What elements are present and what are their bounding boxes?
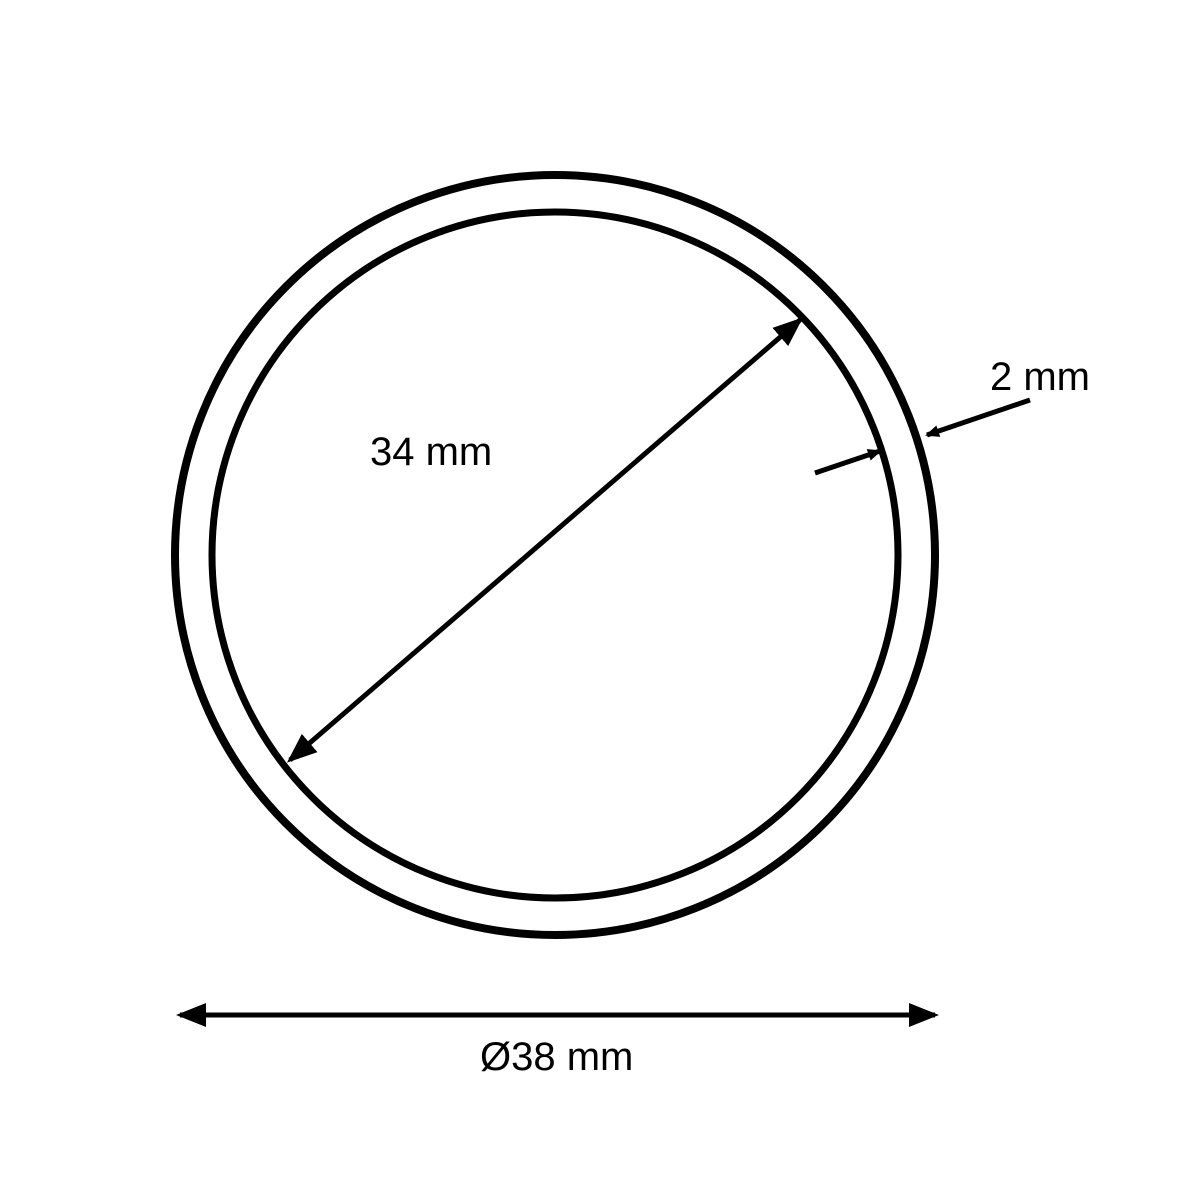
diagram-svg: [0, 0, 1200, 1200]
outer-diameter-label: Ø38 mm: [480, 1035, 633, 1080]
wall-thickness-label: 2 mm: [990, 355, 1090, 400]
inner-circle: [212, 212, 898, 898]
wall-thickness-inner-arrow: [815, 451, 880, 473]
wall-thickness-outer-arrow: [927, 400, 1030, 435]
inner-diameter-dimension: [290, 320, 800, 760]
inner-diameter-label: 34 mm: [370, 430, 492, 475]
tube-cross-section-diagram: 34 mm 2 mm Ø38 mm: [0, 0, 1200, 1200]
outer-circle: [175, 175, 935, 935]
